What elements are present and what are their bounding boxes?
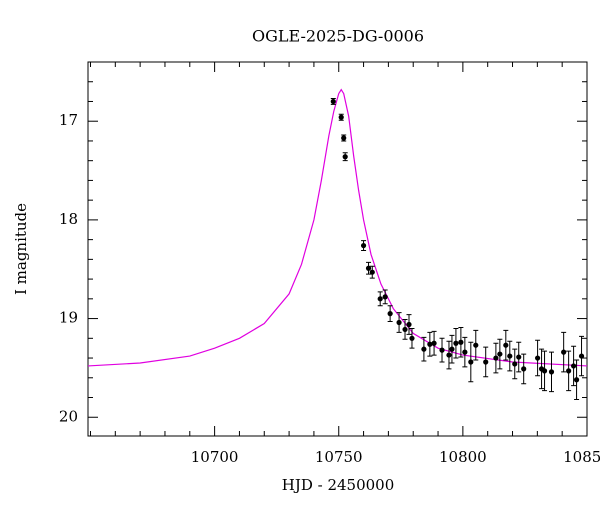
data-point [548,369,555,375]
y-tick-label: 17 [59,111,78,129]
data-point [406,321,412,328]
x-axis-label: HJD - 2450000 [282,476,395,494]
chart-title: OGLE-2025-DG-0006 [252,27,424,46]
x-tick-label: 10750 [315,448,363,466]
data-point [360,242,367,249]
data-point [449,346,455,352]
data-point [396,319,402,326]
data-point [578,353,585,359]
data-point [439,347,445,353]
data-point [516,354,522,360]
data-point [427,341,433,347]
y-tick-label: 20 [59,407,78,425]
data-point [431,340,437,346]
data-point [402,326,408,333]
data-point [493,355,499,361]
data-point [503,342,509,348]
data-point [387,311,393,317]
x-tick-label: 10700 [191,448,239,466]
y-tick-label: 18 [59,210,78,228]
data-point [521,366,527,372]
data-point [382,294,388,300]
data-point [483,359,489,365]
data-point [462,349,468,355]
data-point [409,335,415,341]
x-tick-label: 10850 [563,448,600,466]
data-point [534,355,541,361]
data-point [377,296,383,302]
data-point [541,368,548,374]
y-axis-label: I magnitude [12,203,30,295]
model-curve [87,88,588,367]
plot-frame [87,61,588,437]
data-point [468,359,474,365]
data-point [453,340,459,346]
data-point [573,377,580,383]
data-point [342,154,348,160]
data-point [341,135,347,141]
data-point [446,352,452,358]
data-point [497,351,503,357]
data-point [365,265,372,271]
data-point [330,98,336,105]
data-point [512,361,518,367]
data-point [570,363,577,369]
data-point [458,339,464,345]
data-point [561,349,567,355]
data-point [338,114,344,120]
data-point [507,353,513,359]
data-point [421,346,427,352]
y-tick-label: 19 [59,309,78,327]
data-point [473,342,479,348]
data-point [369,269,375,275]
x-tick-label: 10800 [439,448,487,466]
data-point [566,368,572,374]
